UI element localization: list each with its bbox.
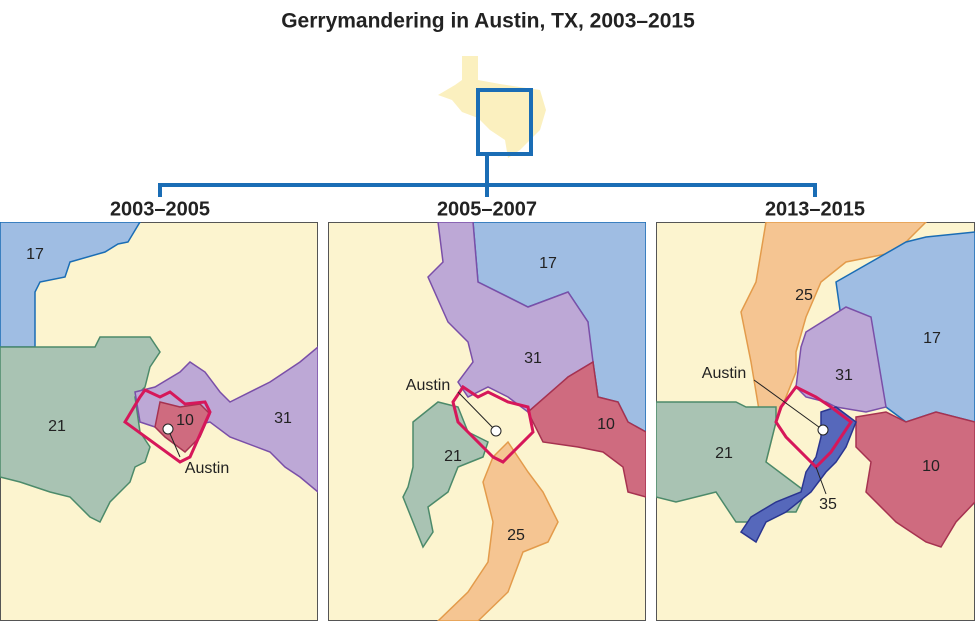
district-label: 21 — [48, 418, 66, 435]
panel-title: 2003–2005 — [110, 198, 210, 220]
district-label: 10 — [597, 416, 615, 433]
district-label: 17 — [923, 330, 941, 347]
district-label: 10 — [922, 458, 940, 475]
district-label: 21 — [715, 445, 733, 462]
bracket — [158, 156, 817, 197]
panel-title: 2013–2015 — [765, 198, 865, 220]
city-label: Austin — [702, 365, 746, 382]
district-label: 31 — [835, 367, 853, 384]
district-label: 17 — [26, 246, 44, 263]
district-label: 25 — [795, 287, 813, 304]
city-label: Austin — [185, 460, 229, 477]
district-label: 31 — [524, 350, 542, 367]
city-label: Austin — [406, 377, 450, 394]
locator-map — [438, 56, 546, 158]
district-label: 25 — [507, 527, 525, 544]
map-panel: 17 31 Austin 10 21 25 — [328, 222, 646, 621]
page-title: Gerrymandering in Austin, TX, 2003–2015 — [281, 10, 695, 33]
district-label: 35 — [819, 496, 837, 513]
district-label: 21 — [444, 448, 462, 465]
map-panel: 17 21 10 31 Austin — [0, 222, 318, 621]
district-label: 17 — [539, 255, 557, 272]
map-panel: 25 17 Austin 31 21 10 35 — [656, 222, 975, 621]
district-label: 10 — [176, 412, 194, 429]
panel-title: 2005–2007 — [437, 198, 537, 220]
district-label: 31 — [274, 410, 292, 427]
